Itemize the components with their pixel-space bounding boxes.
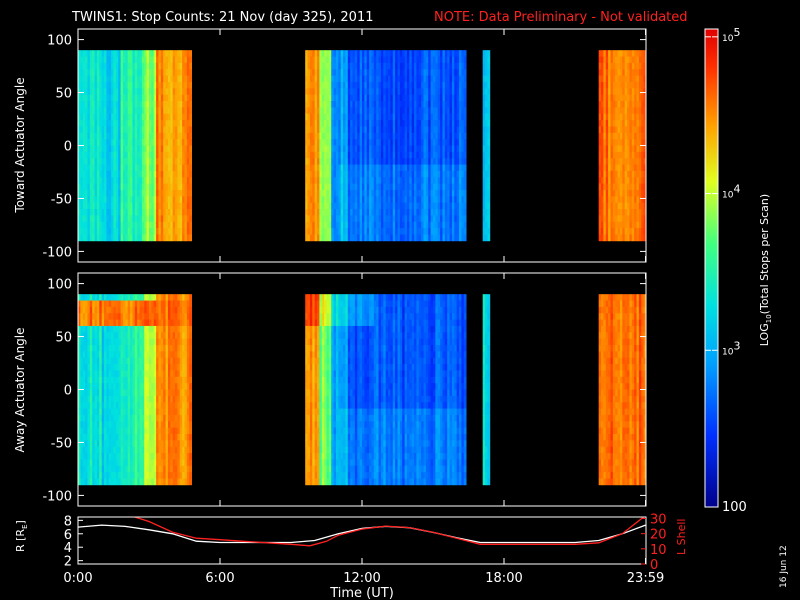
colorbar-gradient <box>704 28 719 508</box>
lshell-line <box>134 517 645 547</box>
lshell-tick-label: 30 <box>650 513 667 528</box>
y-tick-label: 0 <box>64 140 72 155</box>
toward-angle-ylabel: Toward Actuator Angle <box>13 77 27 213</box>
r-distance-line <box>78 524 646 544</box>
date-stamp: 16 Jun 12 <box>779 545 789 588</box>
colorbar-label: LOG10(Total Stops per Scan) <box>758 194 773 346</box>
x-tick-label: 12:00 <box>343 571 380 586</box>
x-axis-label: Time (UT) <box>329 586 394 600</box>
y-tick-label: 50 <box>55 331 72 346</box>
x-tick-label: 0:00 <box>63 571 92 586</box>
figure-title: TWINS1: Stop Counts: 21 Nov (day 325), 2… <box>71 10 374 25</box>
colorbar-tick-label: 104 <box>722 183 740 201</box>
r-axis-label: R [RE] <box>14 520 29 552</box>
r-tick-label: 4 <box>64 541 72 556</box>
y-tick-label: -100 <box>42 245 72 260</box>
y-tick-label: 100 <box>47 34 72 49</box>
x-tick-label: 23:59 <box>627 571 664 586</box>
r-tick-label: 8 <box>64 514 72 529</box>
y-tick-label: 100 <box>47 278 72 293</box>
y-tick-label: -50 <box>51 192 72 207</box>
x-tick-label: 6:00 <box>205 571 234 586</box>
lshell-tick-label: 10 <box>650 543 667 558</box>
lshell-axis-label: L Shell <box>675 519 688 555</box>
r-tick-label: 2 <box>64 555 72 570</box>
y-tick-label: -50 <box>51 436 72 451</box>
lshell-tick-label: 20 <box>650 528 667 543</box>
colorbar-tick-label: 105 <box>722 26 740 44</box>
x-tick-label: 18:00 <box>485 571 522 586</box>
away-angle-heatmap-panel: 100 50 0 -50 -100 Away Actuator Angle <box>13 272 647 507</box>
preliminary-note: NOTE: Data Preliminary - Not validated <box>434 10 688 25</box>
y-tick-label: 50 <box>55 87 72 102</box>
colorbar-tick-label: 103 <box>722 339 740 357</box>
lshell-tick-label: 0 <box>650 558 658 573</box>
toward-angle-heatmap-panel: 100 50 0 -50 -100 Toward Actuator Angle <box>13 28 647 263</box>
colorbar-tick-label: 100 <box>722 500 747 515</box>
y-tick-label: -100 <box>42 489 72 504</box>
colorbar: 105 104 103 100 LOG10(Total Stops per Scan) <box>704 26 773 515</box>
away-angle-ylabel: Away Actuator Angle <box>13 327 27 452</box>
y-tick-label: 0 <box>64 384 72 399</box>
r-tick-label: 6 <box>64 528 72 543</box>
